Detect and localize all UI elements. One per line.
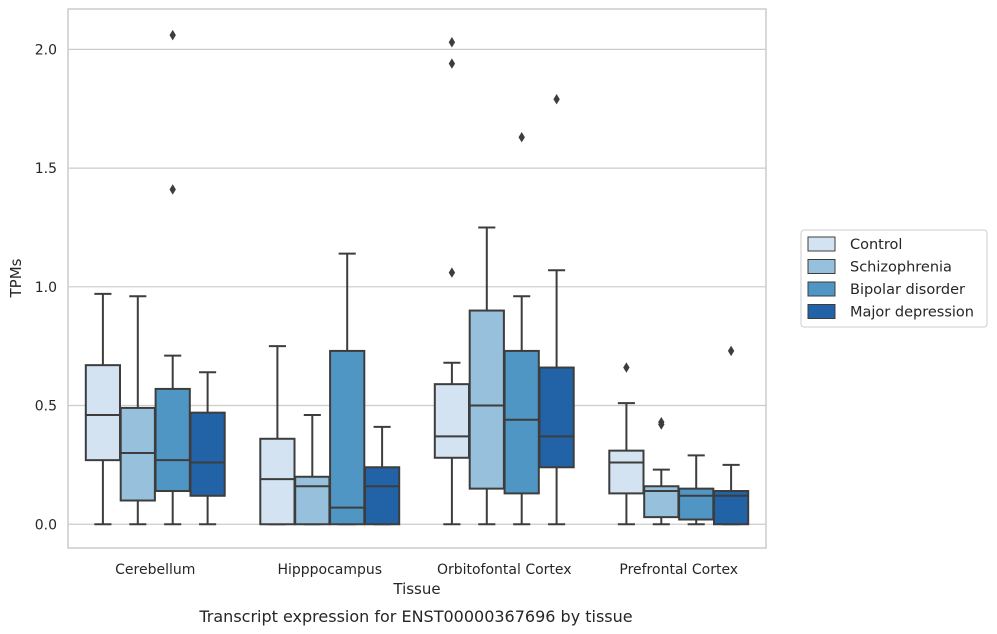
y-axis-label: TPMs — [7, 258, 25, 298]
box — [608, 362, 645, 526]
box — [84, 292, 122, 526]
y-tick-label: 0.5 — [35, 399, 57, 415]
plot-frame — [67, 8, 767, 549]
box-body — [538, 366, 575, 469]
legend-label: Bipolar disorder — [850, 282, 965, 298]
box — [712, 345, 750, 526]
legend-swatch — [807, 236, 836, 252]
y-tick-label: 2.0 — [35, 42, 57, 58]
box — [189, 371, 226, 526]
x-tick-labels: Cerebellum Hipppocampus Orbitofontal Corte… — [115, 562, 738, 578]
legend-swatch — [807, 281, 836, 297]
box — [329, 252, 366, 526]
outlier-point — [448, 37, 456, 48]
box-body — [433, 383, 471, 459]
box-body — [363, 466, 401, 526]
box — [433, 37, 471, 526]
x-tick-label: Cerebellum — [115, 562, 195, 578]
outlier-point — [448, 58, 456, 69]
legend-swatch — [807, 259, 836, 274]
box-body — [468, 309, 505, 490]
box — [363, 425, 401, 526]
outlier-point — [169, 184, 176, 195]
outlier-point — [448, 267, 456, 278]
x-tick-label: Orbitofontal Cortex — [437, 562, 572, 578]
x-tick-label: Prefrontal Cortex — [619, 562, 738, 578]
series-control — [84, 37, 645, 526]
legend-label: Major depression — [850, 305, 974, 321]
x-tick-label: Hipppocampus — [277, 562, 382, 578]
legend-label: Schizophrenia — [850, 260, 952, 276]
box — [259, 345, 296, 526]
box-body — [294, 475, 331, 526]
legend-frame — [800, 229, 988, 328]
box — [294, 414, 331, 526]
legend-swatch — [807, 304, 836, 319]
legend-label: Control — [850, 237, 902, 253]
outlier-point — [169, 29, 176, 41]
box-body — [154, 387, 191, 493]
box-body — [189, 411, 226, 497]
outlier-point — [518, 132, 525, 143]
y-tick-label: 1.5 — [35, 161, 57, 177]
box-body — [329, 349, 366, 526]
box-series-group — [84, 29, 750, 526]
y-tick-label: 0.0 — [35, 517, 57, 533]
box — [154, 29, 191, 526]
series-major-depression — [189, 94, 750, 526]
box-body — [678, 487, 715, 521]
outlier-point — [623, 362, 630, 373]
box-body — [503, 349, 540, 495]
outlier-point — [727, 345, 735, 357]
y-tick-label: 1.0 — [35, 280, 57, 296]
box-body — [119, 406, 156, 502]
box — [119, 295, 156, 526]
box — [643, 416, 680, 526]
box-body — [84, 364, 122, 462]
x-axis-label: Tissue — [392, 580, 440, 598]
chart-caption: Transcript expression for ENST0000036769… — [198, 607, 632, 626]
box-body — [259, 437, 296, 526]
outlier-point — [553, 94, 560, 105]
box-body — [608, 449, 645, 495]
box — [503, 132, 540, 526]
box — [678, 454, 715, 526]
series-bipolar-disorder — [154, 29, 715, 526]
outlier-point — [658, 416, 665, 428]
y-tick-labels: 0.0 0.5 1.0 1.5 2.0 — [35, 42, 57, 533]
legend: Control Schizophrenia Bipolar disorder Majo… — [800, 229, 988, 328]
box — [538, 94, 575, 526]
